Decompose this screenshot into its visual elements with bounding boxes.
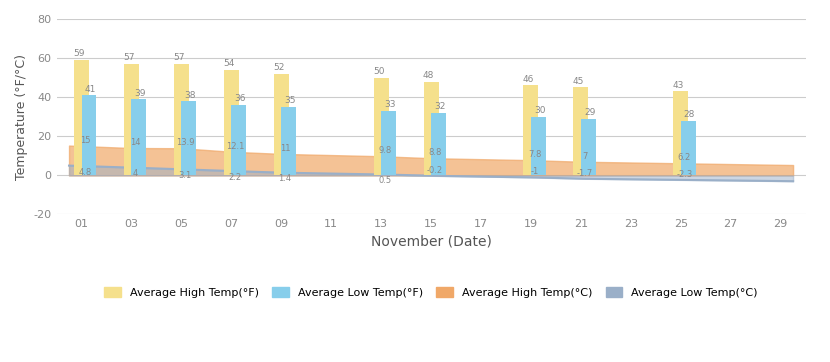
Text: 52: 52 — [273, 63, 285, 72]
Text: 59: 59 — [73, 50, 85, 59]
Text: 36: 36 — [234, 94, 246, 104]
Text: 38: 38 — [184, 90, 196, 100]
Text: 43: 43 — [672, 81, 684, 90]
Text: 4.8: 4.8 — [79, 168, 92, 177]
Text: 35: 35 — [284, 96, 295, 105]
Bar — [531, 117, 546, 175]
Text: 11: 11 — [280, 144, 290, 153]
Bar — [232, 105, 247, 175]
Bar — [423, 81, 438, 175]
Bar — [124, 64, 139, 175]
Text: 7: 7 — [582, 152, 588, 161]
Text: 2.2: 2.2 — [228, 173, 242, 182]
Y-axis label: Temperature (°F/°C): Temperature (°F/°C) — [15, 54, 28, 180]
Text: 41: 41 — [85, 85, 96, 94]
Text: 13.9: 13.9 — [176, 138, 194, 147]
Text: 3.1: 3.1 — [178, 171, 192, 180]
Bar — [224, 70, 239, 175]
Text: 29: 29 — [584, 108, 595, 117]
Bar — [673, 91, 688, 175]
Legend: Average High Temp(°F), Average Low Temp(°F), Average High Temp(°C), Average Low : Average High Temp(°F), Average Low Temp(… — [100, 283, 762, 302]
Bar — [524, 85, 539, 175]
Text: -0.2: -0.2 — [427, 166, 443, 175]
Bar — [581, 119, 596, 175]
Bar — [681, 121, 696, 175]
Bar — [274, 74, 289, 175]
Text: 9.8: 9.8 — [378, 146, 392, 155]
Bar — [131, 99, 146, 175]
Text: 45: 45 — [573, 77, 584, 86]
Text: 28: 28 — [684, 110, 696, 119]
Text: 50: 50 — [373, 67, 384, 76]
Text: 57: 57 — [123, 54, 134, 62]
Bar — [74, 60, 89, 175]
Text: -1.7: -1.7 — [577, 169, 593, 178]
Text: 33: 33 — [384, 100, 396, 109]
Bar — [81, 95, 96, 175]
Text: 15: 15 — [80, 136, 90, 145]
Text: -1: -1 — [530, 167, 539, 176]
Text: 6.2: 6.2 — [678, 153, 691, 162]
Text: -2.3: -2.3 — [676, 170, 692, 179]
Bar — [381, 111, 396, 175]
Text: 57: 57 — [173, 54, 184, 62]
Text: 14: 14 — [130, 138, 140, 147]
X-axis label: November (Date): November (Date) — [371, 235, 491, 249]
Text: 32: 32 — [434, 102, 446, 111]
Text: 1.4: 1.4 — [278, 174, 291, 183]
Bar — [574, 87, 588, 175]
Bar — [182, 101, 197, 175]
Bar — [431, 113, 446, 175]
Text: 12.1: 12.1 — [226, 142, 244, 151]
Text: 8.8: 8.8 — [428, 148, 442, 157]
Bar — [281, 107, 296, 175]
Text: 4: 4 — [133, 169, 138, 178]
Text: 30: 30 — [534, 106, 545, 115]
Text: 7.8: 7.8 — [528, 150, 541, 159]
Bar — [174, 64, 189, 175]
Text: 0.5: 0.5 — [378, 176, 392, 185]
Text: 48: 48 — [422, 71, 434, 80]
Text: 54: 54 — [223, 59, 235, 68]
Bar — [374, 77, 388, 175]
Text: 46: 46 — [523, 75, 535, 84]
Text: 39: 39 — [134, 89, 146, 98]
